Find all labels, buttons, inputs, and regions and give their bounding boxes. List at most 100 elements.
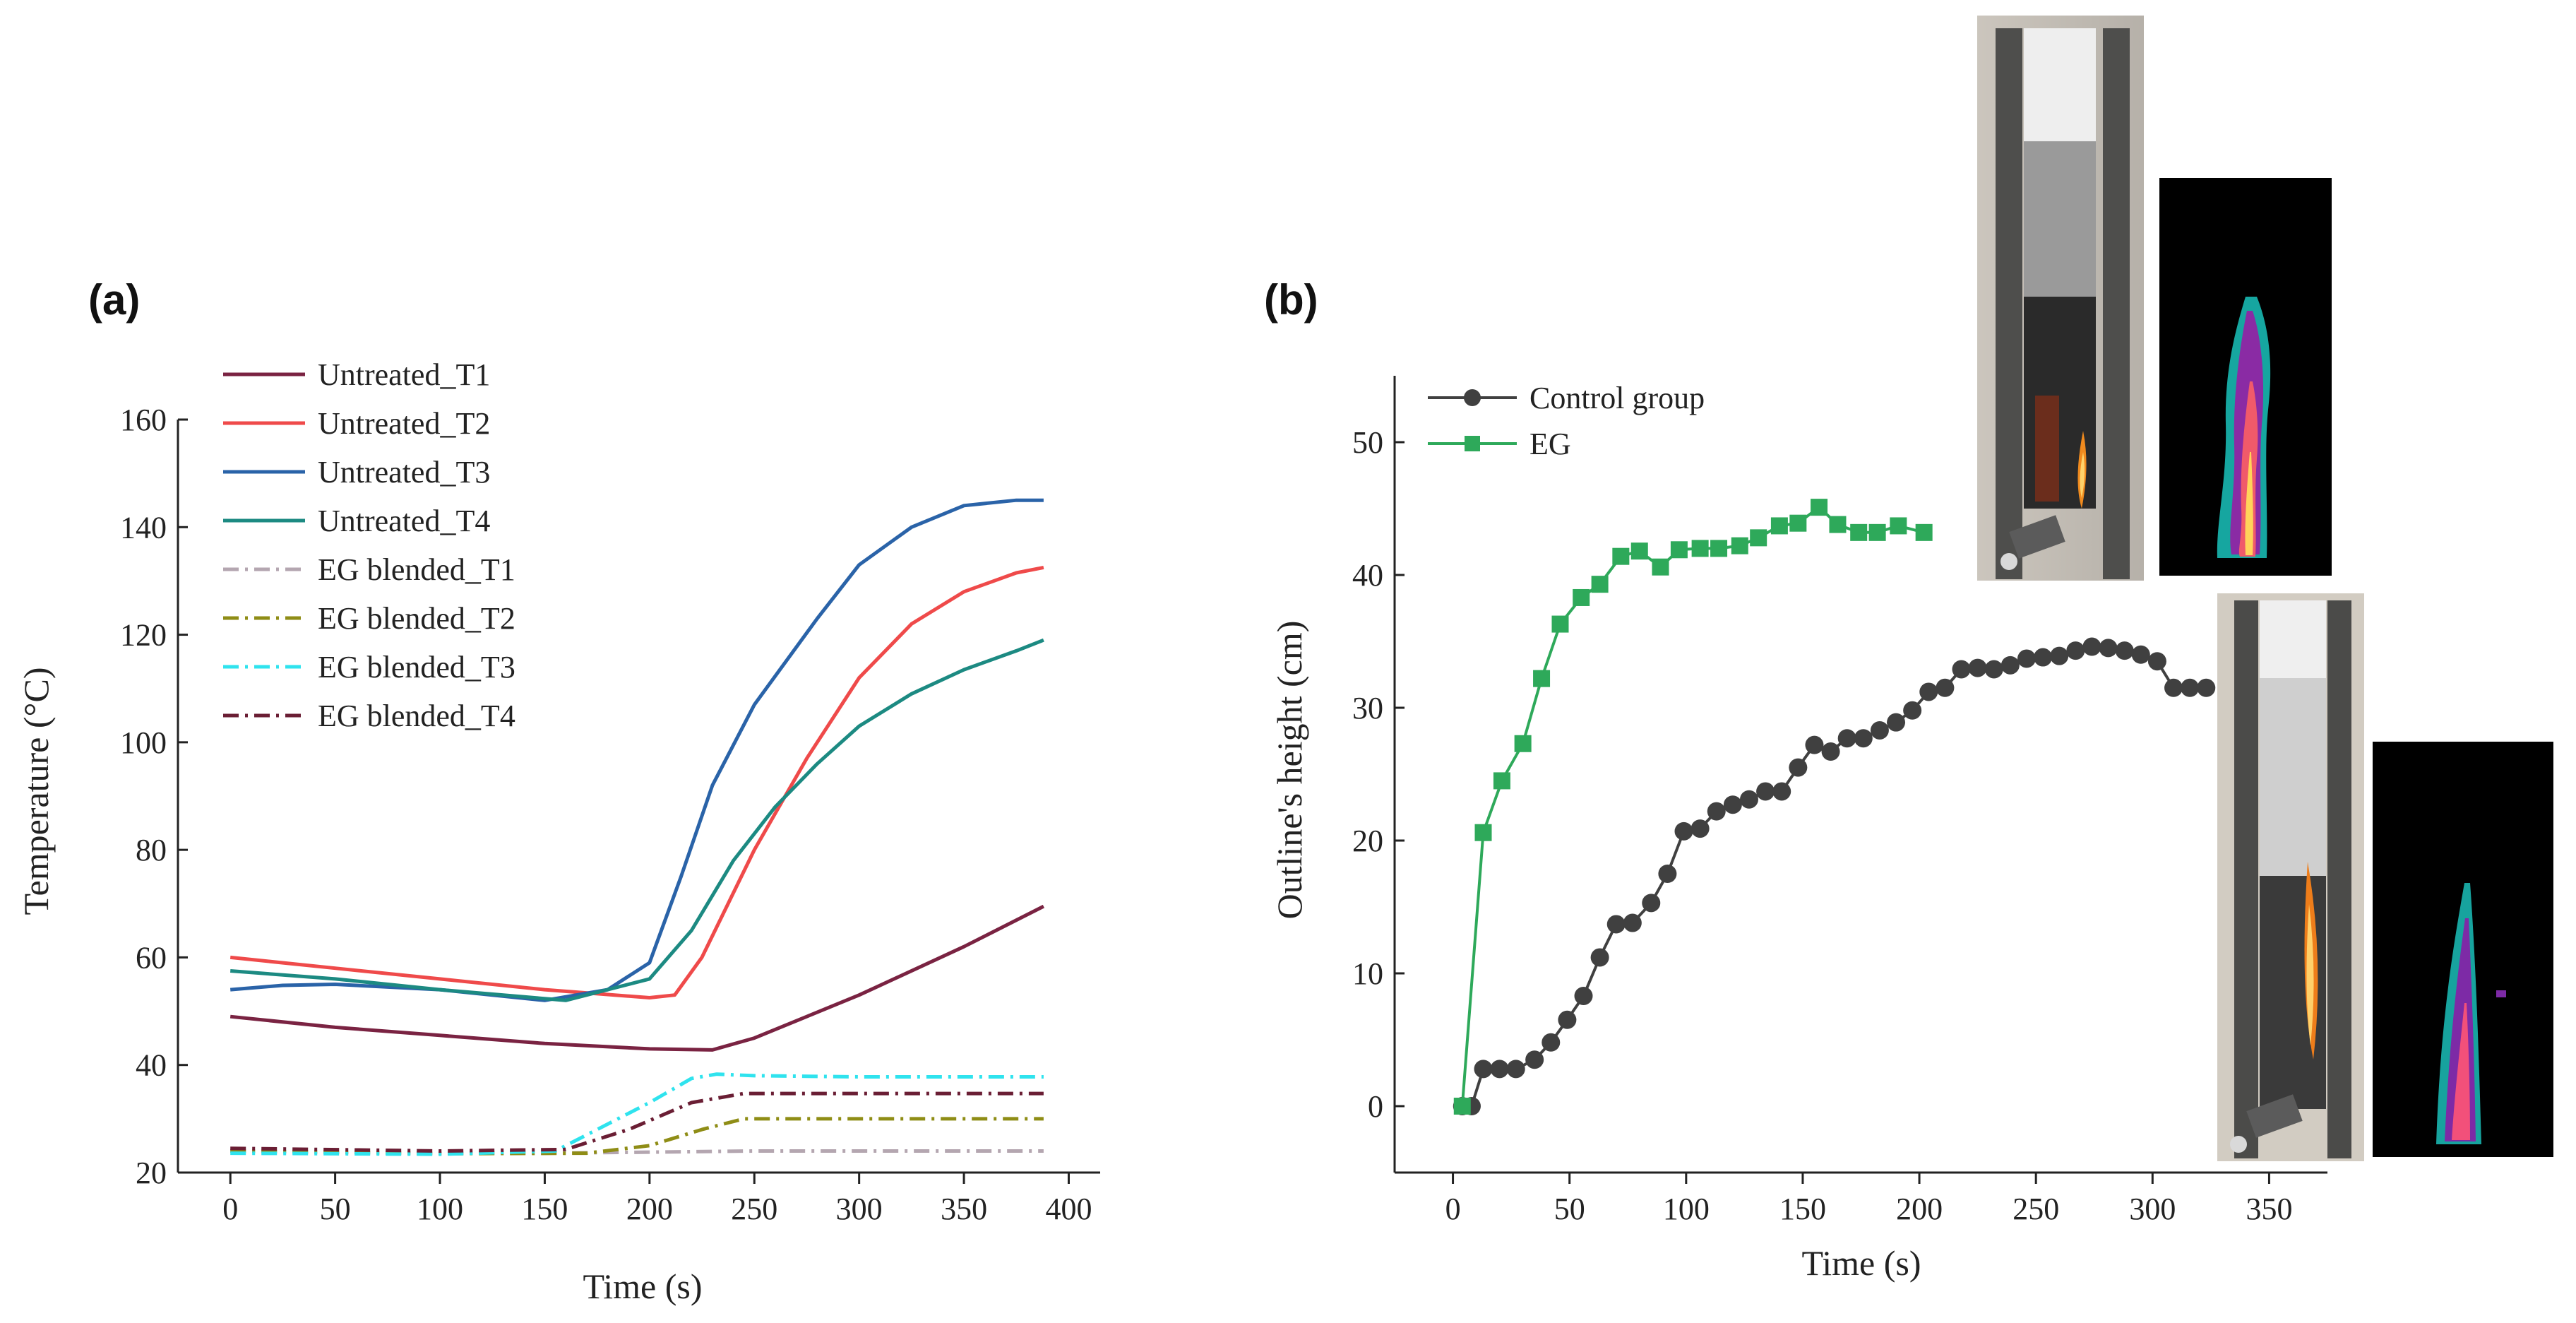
panel-a-legend-label-eg-blended-t3: EG blended_T3	[318, 650, 515, 684]
panel-b-legend-marker-control-group	[1464, 389, 1481, 406]
panel-b-point-control-group	[2034, 648, 2053, 667]
panel-b-x-tick-label: 250	[2012, 1192, 2059, 1226]
panel-b-x-tick-label: 150	[1779, 1192, 1826, 1226]
panel-a-legend: Untreated_T1 Untreated_T2 Untreated_T3 Untr…	[223, 357, 515, 733]
panel-a-series-line-untreated-t2	[229, 565, 1044, 999]
panel-a-y-tick-label: 80	[136, 833, 167, 867]
panel-b-series-line-control-group	[1462, 645, 2207, 1108]
panel-b-x-tick-label: 300	[2129, 1192, 2176, 1226]
panel-b-y-tick-label: 0	[1368, 1089, 1383, 1124]
panel-b-label: (b)	[1264, 276, 1318, 324]
panel-b-point-eg	[1591, 576, 1609, 593]
panel-b-point-control-group	[1739, 790, 1758, 809]
panel-b-point-control-group	[1789, 758, 1808, 777]
panel-b-point-control-group	[1574, 986, 1593, 1005]
panel-b-x-ticks: 0 50 100 150 200 250 300 350	[1445, 1173, 2292, 1226]
panel-b-point-control-group	[2017, 649, 2036, 668]
panel-b-point-control-group	[1690, 819, 1710, 838]
panel-b-point-control-group	[2099, 639, 2118, 658]
panel-a-y-axis-title: Temperature (°C)	[16, 667, 56, 915]
panel-a-series-line-untreated-t3	[229, 498, 1044, 1002]
panel-b-point-control-group	[1642, 894, 1661, 913]
panel-a-x-tick-label: 350	[941, 1192, 987, 1226]
panel-a-x-tick-label: 400	[1045, 1192, 1092, 1226]
panel-b-y-tick-label: 20	[1352, 824, 1383, 858]
panel-a-x-tick-label: 50	[320, 1192, 351, 1226]
panel-b-x-tick-label: 100	[1663, 1192, 1710, 1226]
photo-eg-specimen	[1977, 16, 2144, 581]
panel-b-legend-label-control-group: Control group	[1530, 381, 1705, 415]
panel-b-x-tick-label: 50	[1554, 1192, 1585, 1226]
panel-b: (b) 0 10 20 30 40 50 0 50 100 150 200 250 300 350	[1264, 16, 2553, 1283]
panel-b-series-line-eg	[1460, 506, 1925, 1107]
panel-a-x-tick-label: 300	[836, 1192, 883, 1226]
panel-b-point-control-group	[2066, 641, 2085, 660]
panel-b-y-tick-label: 30	[1352, 691, 1383, 725]
panel-b-point-control-group	[1887, 713, 1906, 732]
panel-b-point-control-group	[1805, 735, 1824, 754]
thermal-control-flame	[2373, 742, 2553, 1157]
panel-b-point-control-group	[1870, 720, 1889, 740]
panel-a-series-line-untreated-t1	[229, 904, 1045, 1052]
panel-b-y-tick-label: 50	[1352, 425, 1383, 460]
panel-b-point-control-group	[1756, 782, 1775, 801]
panel-a-axes	[177, 420, 1100, 1174]
panel-a-legend-label-untreated-t4: Untreated_T4	[318, 504, 490, 538]
panel-b-point-control-group	[1623, 913, 1642, 932]
panel-b-point-eg	[1691, 540, 1709, 557]
panel-b-point-control-group	[2147, 652, 2166, 671]
panel-a-series-line-eg-blended-t1	[230, 1149, 1044, 1156]
panel-a-y-tick-label: 160	[120, 403, 167, 437]
panel-a-series-line-eg-blended-t3	[230, 1072, 1044, 1156]
panel-a-legend-label-untreated-t3: Untreated_T3	[318, 455, 490, 490]
panel-b-point-eg	[1789, 514, 1807, 532]
panel-b-point-control-group	[1542, 1033, 1561, 1052]
panel-b-point-control-group	[1821, 742, 1840, 761]
panel-a-legend-label-eg-blended-t1: EG blended_T1	[318, 552, 515, 587]
panel-a-x-tick-label: 100	[417, 1192, 463, 1226]
panel-b-point-control-group	[2115, 641, 2134, 660]
panel-b-point-control-group	[1854, 729, 1873, 748]
panel-b-point-control-group	[1506, 1060, 1525, 1079]
panel-b-point-eg	[1612, 547, 1630, 565]
panel-b-point-control-group	[1474, 1060, 1493, 1079]
panel-b-point-eg	[1474, 824, 1492, 841]
panel-b-legend-marker-eg	[1465, 436, 1480, 451]
panel-b-point-eg	[1770, 517, 1788, 535]
panel-a-x-tick-label: 200	[626, 1192, 673, 1226]
panel-a-x-tick-label: 0	[222, 1192, 238, 1226]
panel-a-label: (a)	[88, 276, 140, 324]
panel-a-series	[229, 498, 1045, 1156]
panel-b-legend-label-eg: EG	[1530, 427, 1571, 461]
panel-b-point-control-group	[2181, 678, 2200, 697]
panel-a: (a) 20 40 60 80 100 120 140 160 0 50 100 150 200 250…	[16, 276, 1100, 1306]
panel-b-axes	[1393, 376, 2327, 1174]
panel-b-point-eg	[1731, 537, 1748, 554]
panel-b-point-control-group	[2164, 678, 2183, 697]
panel-b-point-eg	[1573, 588, 1590, 606]
panel-b-point-control-group	[1606, 915, 1626, 934]
panel-b-point-control-group	[1936, 678, 1955, 697]
panel-a-y-tick-label: 40	[136, 1048, 167, 1083]
panel-b-point-eg	[1850, 523, 1868, 541]
panel-b-point-eg	[1829, 516, 1847, 533]
panel-b-point-eg	[1670, 541, 1688, 559]
panel-a-y-tick-label: 60	[136, 940, 167, 975]
panel-b-point-eg	[1868, 523, 1886, 541]
panel-b-point-control-group	[1674, 821, 1693, 841]
panel-b-y-tick-label: 40	[1352, 558, 1383, 593]
panel-b-x-tick-label: 350	[2246, 1192, 2292, 1226]
panel-a-y-tick-label: 120	[120, 618, 167, 653]
panel-b-point-control-group	[1490, 1060, 1509, 1079]
panel-b-y-tick-label: 10	[1352, 956, 1383, 991]
panel-b-point-control-group	[2050, 646, 2069, 665]
panel-b-point-eg	[1811, 499, 1828, 516]
panel-b-point-eg	[1453, 1098, 1471, 1115]
panel-a-y-tick-label: 140	[120, 510, 167, 545]
panel-b-point-control-group	[1590, 948, 1609, 967]
panel-b-point-control-group	[1919, 682, 1938, 701]
panel-a-x-tick-label: 150	[521, 1192, 568, 1226]
panel-b-x-tick-label: 200	[1896, 1192, 1943, 1226]
panel-b-y-ticks: 0 10 20 30 40 50	[1352, 425, 1405, 1124]
